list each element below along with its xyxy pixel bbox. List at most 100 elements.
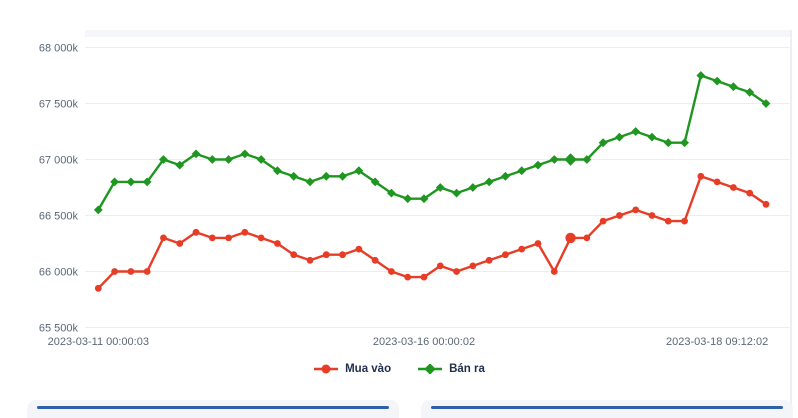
data-point[interactable] bbox=[354, 166, 364, 176]
data-point[interactable] bbox=[648, 212, 656, 219]
data-point[interactable] bbox=[207, 155, 217, 164]
data-point[interactable] bbox=[745, 87, 755, 97]
data-point[interactable] bbox=[404, 273, 412, 281]
y-axis-tick-label: 66 500k bbox=[39, 211, 79, 223]
data-point[interactable] bbox=[419, 194, 429, 204]
bottom-card-right bbox=[421, 400, 793, 418]
data-point[interactable] bbox=[599, 217, 607, 225]
data-point[interactable] bbox=[126, 177, 136, 187]
data-point[interactable] bbox=[274, 240, 281, 247]
chart-legend: Mua vào Bán ra bbox=[0, 360, 798, 378]
bottom-card-left bbox=[27, 400, 399, 418]
data-point[interactable] bbox=[388, 268, 395, 275]
data-point[interactable] bbox=[159, 155, 168, 164]
data-point[interactable] bbox=[583, 234, 591, 242]
data-point[interactable] bbox=[306, 256, 314, 264]
data-point[interactable] bbox=[485, 256, 493, 264]
data-point[interactable] bbox=[191, 149, 201, 159]
data-point[interactable] bbox=[501, 171, 510, 181]
data-point[interactable] bbox=[598, 138, 608, 148]
data-point[interactable] bbox=[208, 234, 216, 242]
data-point[interactable] bbox=[143, 268, 151, 275]
data-point[interactable] bbox=[176, 240, 184, 247]
data-point[interactable] bbox=[647, 132, 657, 142]
data-point[interactable] bbox=[484, 177, 494, 187]
data-point[interactable] bbox=[615, 132, 624, 142]
data-point[interactable] bbox=[502, 251, 509, 259]
legend-item-mua-vao[interactable]: Mua vào bbox=[313, 363, 391, 375]
green-line-diamond-marker-icon bbox=[418, 364, 443, 374]
data-point[interactable] bbox=[142, 177, 152, 187]
data-point[interactable] bbox=[257, 234, 265, 242]
data-point[interactable] bbox=[518, 245, 526, 253]
data-point[interactable] bbox=[517, 166, 527, 176]
data-point[interactable] bbox=[534, 240, 542, 247]
data-point[interactable] bbox=[730, 184, 737, 191]
data-point[interactable] bbox=[403, 194, 413, 204]
data-point[interactable] bbox=[420, 273, 428, 281]
data-point[interactable] bbox=[435, 183, 445, 192]
data-point[interactable] bbox=[225, 234, 232, 242]
data-point[interactable] bbox=[533, 160, 543, 170]
data-point[interactable] bbox=[469, 262, 477, 270]
data-point[interactable] bbox=[256, 155, 266, 164]
data-point[interactable] bbox=[111, 268, 118, 275]
data-point[interactable] bbox=[290, 251, 298, 259]
data-point[interactable] bbox=[224, 155, 233, 164]
data-point[interactable] bbox=[549, 155, 559, 164]
data-point[interactable] bbox=[696, 71, 706, 80]
data-point[interactable] bbox=[631, 127, 641, 136]
data-point[interactable] bbox=[713, 178, 721, 186]
data-point[interactable] bbox=[241, 228, 249, 236]
data-point[interactable] bbox=[322, 251, 330, 259]
data-point[interactable] bbox=[371, 256, 379, 264]
data-point[interactable] bbox=[697, 172, 705, 180]
data-point[interactable] bbox=[582, 155, 592, 164]
data-point[interactable] bbox=[305, 177, 315, 187]
data-point[interactable] bbox=[192, 228, 200, 236]
data-point[interactable] bbox=[680, 138, 689, 148]
data-point[interactable] bbox=[468, 183, 478, 192]
plot-top-band bbox=[85, 30, 791, 37]
legend-label-mua-vao: Mua vào bbox=[345, 363, 392, 375]
data-point[interactable] bbox=[160, 234, 167, 242]
data-point[interactable] bbox=[729, 82, 738, 92]
data-point[interactable] bbox=[762, 200, 770, 208]
data-point[interactable] bbox=[387, 188, 396, 198]
data-point[interactable] bbox=[338, 171, 347, 181]
data-point[interactable] bbox=[94, 284, 102, 292]
data-point[interactable] bbox=[436, 262, 444, 270]
bottom-card-left-accent-border bbox=[37, 406, 389, 409]
data-point[interactable] bbox=[453, 268, 460, 275]
data-point[interactable] bbox=[355, 245, 363, 253]
data-point[interactable] bbox=[370, 177, 380, 187]
x-axis-tick-label: 2023-03-16 00:00:02 bbox=[373, 336, 475, 348]
data-point[interactable] bbox=[550, 268, 558, 275]
data-point[interactable] bbox=[761, 99, 771, 108]
data-point[interactable] bbox=[452, 188, 461, 198]
bottom-cards-row bbox=[27, 400, 793, 418]
data-point[interactable] bbox=[127, 268, 135, 275]
data-point[interactable] bbox=[712, 76, 722, 86]
data-point[interactable] bbox=[240, 149, 250, 159]
data-point[interactable] bbox=[321, 171, 331, 181]
data-point[interactable] bbox=[289, 171, 299, 181]
data-point[interactable] bbox=[564, 153, 577, 166]
gold-price-line-chart: 68 000k 67 500k 67 000k 66 500k 66 000k 65 50… bbox=[39, 43, 789, 348]
data-point[interactable] bbox=[339, 251, 346, 259]
bottom-card-right-accent-border bbox=[431, 406, 783, 409]
data-point[interactable] bbox=[664, 217, 672, 225]
data-point[interactable] bbox=[175, 160, 185, 170]
data-point[interactable] bbox=[681, 217, 688, 225]
data-point[interactable] bbox=[273, 166, 282, 176]
data-point[interactable] bbox=[93, 205, 103, 215]
data-point[interactable] bbox=[632, 206, 640, 214]
data-point[interactable] bbox=[746, 189, 754, 197]
y-axis-tick-label: 66 000k bbox=[39, 267, 79, 279]
data-point[interactable] bbox=[565, 232, 576, 244]
data-point[interactable] bbox=[110, 177, 119, 187]
data-point[interactable] bbox=[663, 138, 673, 148]
data-point[interactable] bbox=[616, 212, 623, 219]
legend-item-ban-ra[interactable]: Bán ra bbox=[417, 363, 485, 375]
